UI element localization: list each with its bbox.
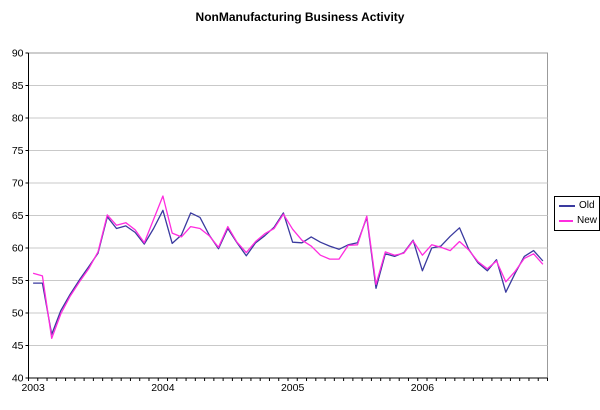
series-line-new [32,195,544,340]
legend-label-old: Old [579,200,595,211]
legend: Old New [554,196,600,231]
old-series-line-icon [559,205,575,207]
new-series-line-icon [559,220,573,222]
y-axis-label-80: 80 [12,113,24,125]
legend-entry-new: New [559,215,597,227]
x-axis-label-2006: 2006 [411,382,435,394]
chart-title: NonManufacturing Business Activity [195,10,405,24]
legend-entry-old: Old [559,200,597,212]
y-axis-label-60: 60 [12,243,24,255]
x-axis-label-2005: 2005 [281,382,305,394]
y-axis-label-45: 45 [12,340,24,352]
legend-label-new: New [576,215,597,226]
series-line-old [33,209,544,336]
y-axis-label-70: 70 [12,178,24,190]
y-axis-label-85: 85 [12,80,24,92]
y-axis-label-75: 75 [12,145,24,157]
y-axis-label-50: 50 [12,308,24,320]
y-axis-label-40: 40 [12,373,24,385]
y-axis-label-55: 55 [12,275,24,287]
x-axis-label-2003: 2003 [21,382,45,394]
y-axis-label-90: 90 [12,48,24,60]
y-axis-label-65: 65 [12,210,24,222]
x-axis-label-2004: 2004 [151,382,175,394]
